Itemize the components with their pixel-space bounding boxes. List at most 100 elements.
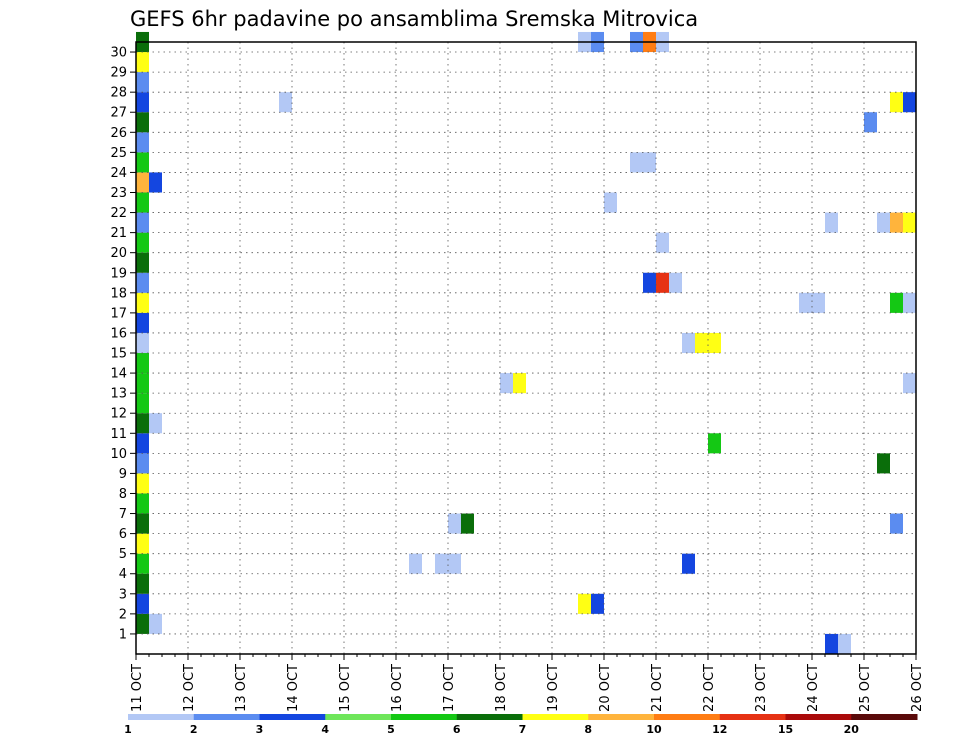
precip-cell xyxy=(643,152,656,173)
precip-cell xyxy=(136,252,149,273)
x-tick-label: 11 OCT xyxy=(130,664,145,712)
x-tick-label: 19 OCT xyxy=(546,664,561,712)
legend-swatch xyxy=(851,714,918,720)
x-axis: 11 OCT 12 OCT 13 OCT 14 OCT 15 OCT 16 OCT 17 O… xyxy=(130,654,925,712)
precip-cell xyxy=(890,292,903,313)
legend-label: 20 xyxy=(844,723,860,736)
legend-swatch xyxy=(654,714,721,720)
precip-cell xyxy=(136,172,149,193)
legend-label: 5 xyxy=(387,723,395,736)
y-tick-label: 3 xyxy=(119,587,127,602)
precip-cell xyxy=(890,513,903,534)
precip-cell xyxy=(448,513,461,534)
x-tick-label: 21 OCT xyxy=(650,664,665,712)
precip-cell xyxy=(136,513,149,534)
x-tick-label: 23 OCT xyxy=(754,664,769,712)
precip-cell xyxy=(500,373,513,394)
precip-cell xyxy=(435,553,448,574)
precip-cell xyxy=(708,433,721,454)
precip-cell xyxy=(877,453,890,474)
precip-cell xyxy=(136,92,149,113)
precip-cell xyxy=(682,332,695,354)
precip-cell xyxy=(903,92,916,113)
y-tick-label: 1 xyxy=(119,627,127,642)
precip-cell xyxy=(799,292,812,313)
y-tick-label: 10 xyxy=(110,447,127,462)
x-tick-label: 20 OCT xyxy=(598,664,613,712)
legend-swatch xyxy=(785,714,852,720)
precip-cell xyxy=(136,613,149,634)
precip-cell xyxy=(136,212,149,233)
legend-label: 15 xyxy=(778,723,793,736)
precip-cell xyxy=(136,272,149,293)
x-tick-label: 12 OCT xyxy=(182,664,197,712)
precip-cells xyxy=(136,31,916,654)
legend-swatch xyxy=(456,714,523,720)
y-tick-label: 6 xyxy=(119,527,127,542)
precip-cell xyxy=(136,593,149,614)
precip-cell xyxy=(136,393,149,414)
precip-cell xyxy=(838,633,851,654)
legend-swatch xyxy=(391,714,458,720)
precip-cell xyxy=(136,332,149,354)
precip-cell xyxy=(136,353,149,374)
y-tick-label: 11 xyxy=(110,427,127,442)
precip-cell xyxy=(864,112,877,133)
legend-label: 1 xyxy=(124,723,132,736)
legend-swatch xyxy=(522,714,589,720)
precip-cell xyxy=(136,152,149,173)
y-tick-label: 23 xyxy=(110,186,127,201)
y-tick-label: 4 xyxy=(119,567,127,582)
precip-cell xyxy=(136,112,149,133)
grid-lines xyxy=(136,42,916,654)
precip-cell xyxy=(825,633,838,654)
y-tick-label: 29 xyxy=(110,66,127,81)
precip-cell xyxy=(877,212,890,233)
precip-cell xyxy=(682,553,695,574)
precip-cell xyxy=(136,132,149,153)
precip-cell xyxy=(825,212,838,233)
precip-cell xyxy=(656,272,669,293)
chart-title: GEFS 6hr padavine po ansamblima Sremska … xyxy=(130,7,698,31)
precip-cell xyxy=(136,453,149,474)
precip-cell xyxy=(903,292,916,313)
precip-cell xyxy=(136,192,149,213)
y-tick-label: 14 xyxy=(110,367,127,382)
precip-cell xyxy=(812,292,825,313)
precip-cell xyxy=(630,152,643,173)
precip-cell xyxy=(136,292,149,313)
legend-swatch xyxy=(325,714,392,720)
plot-frame xyxy=(135,41,917,655)
precip-cell xyxy=(136,433,149,454)
precip-cell xyxy=(136,573,149,594)
y-tick-label: 2 xyxy=(119,607,127,622)
precip-cell xyxy=(643,272,656,293)
y-tick-label: 18 xyxy=(110,286,127,301)
y-tick-label: 17 xyxy=(110,306,127,321)
precip-cell xyxy=(136,232,149,253)
precip-cell xyxy=(149,613,162,634)
x-tick-label: 26 OCT xyxy=(910,664,925,712)
legend-label: 10 xyxy=(646,723,662,736)
precip-cell xyxy=(890,92,903,113)
precip-cell xyxy=(136,52,149,73)
x-tick-label: 16 OCT xyxy=(390,664,405,712)
y-tick-label: 30 xyxy=(110,46,127,61)
y-tick-label: 24 xyxy=(110,166,127,181)
precip-cell xyxy=(461,513,474,534)
y-axis: 1234567891011121314151617181920212223242… xyxy=(110,46,136,642)
precip-cell xyxy=(448,553,461,574)
legend-label: 12 xyxy=(712,723,727,736)
precip-cell xyxy=(136,493,149,514)
legend-swatch xyxy=(588,714,655,720)
legend-swatch xyxy=(193,714,260,720)
precip-cell xyxy=(708,332,721,354)
precip-cell xyxy=(695,332,708,354)
y-tick-label: 25 xyxy=(110,146,127,161)
precip-cell xyxy=(136,72,149,93)
precip-cell xyxy=(149,413,162,434)
y-tick-label: 19 xyxy=(110,266,127,281)
x-tick-label: 14 OCT xyxy=(286,664,301,712)
precip-cell xyxy=(409,553,422,574)
precip-cell xyxy=(890,212,903,233)
